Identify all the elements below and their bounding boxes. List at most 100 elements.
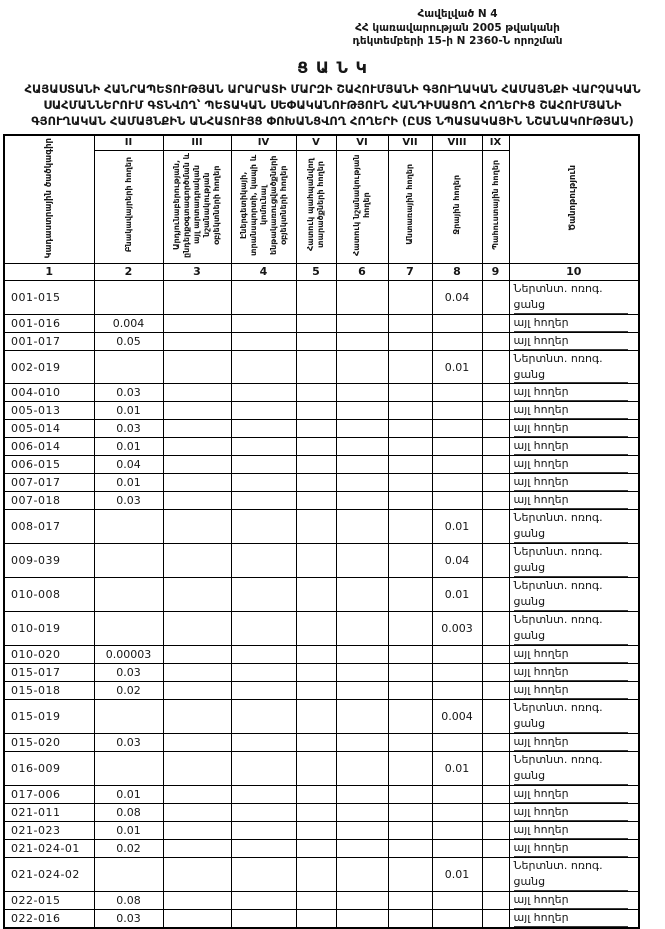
special-value-cell <box>335 509 389 545</box>
energy-value-cell <box>230 890 297 910</box>
water-value-cell <box>431 662 483 682</box>
reserve-value-cell <box>481 383 510 403</box>
table-row: 005-013 0.01 այլ հողեր <box>3 401 640 421</box>
column-number-9: 9 <box>481 262 510 281</box>
table-row: 021-024-02 0.01 Ներտնտ. ոռոգ. ցանց ֆ <box>3 856 640 892</box>
list-title: Ց Ա Ն Կ <box>297 57 368 77</box>
special-value-cell <box>335 662 389 682</box>
industry-value-cell <box>162 313 232 333</box>
settlement-value-cell: 0.02 <box>93 838 164 858</box>
settlement-value-cell <box>93 698 164 734</box>
table-row: 015-019 0.004 Ներտնտ. ոռոգ. ցանց ֆ <box>3 698 640 734</box>
note-cell: Ներտնտ. ոռոգ. ցանց ֆ <box>508 577 640 613</box>
column-number-10: 10 <box>508 262 640 281</box>
special-value-cell <box>335 750 389 786</box>
industry-value-cell <box>162 662 232 682</box>
settlement-value-cell: 0.08 <box>93 802 164 822</box>
column-header-industry: Արդյունաբերության, ընդերքօգտագործման և ա… <box>162 149 232 264</box>
forest-value-cell <box>387 331 433 351</box>
protected-value-cell <box>295 437 337 457</box>
column-header-cadastral-code: Կադաստրային ծածկագիր <box>3 134 95 264</box>
special-value-cell <box>335 437 389 457</box>
water-value-cell: 0.003 <box>431 611 483 646</box>
forest-value-cell <box>387 890 433 910</box>
note-cell: այլ հողեր <box>508 820 640 840</box>
cadastral-code-cell: 021-011 <box>3 802 95 822</box>
industry-value-cell <box>162 473 232 493</box>
note-cell: այլ հողեր <box>508 455 640 475</box>
table-row: 006-014 0.01 այլ հողեր <box>3 437 640 457</box>
settlement-value-cell: 0.02 <box>93 680 164 700</box>
note-text: Ներտնտ. ոռոգ. ցանց <box>513 752 628 785</box>
water-value-cell: 0.004 <box>431 698 483 734</box>
energy-value-cell <box>230 473 297 493</box>
note-cell: այլ հողեր <box>508 784 640 804</box>
settlement-value-cell: 0.03 <box>93 383 164 403</box>
special-value-cell <box>335 611 389 646</box>
special-value-cell <box>335 732 389 752</box>
note-cell: այլ հողեր <box>508 473 640 493</box>
forest-value-cell <box>387 491 433 511</box>
forest-value-cell <box>387 802 433 822</box>
industry-value-cell <box>162 856 232 892</box>
energy-value-cell <box>230 419 297 439</box>
column-number-4: 4 <box>230 262 297 281</box>
note-text: այլ հողեր <box>513 646 628 663</box>
special-value-cell <box>335 856 389 892</box>
industry-value-cell <box>162 491 232 511</box>
protected-value-cell <box>295 820 337 840</box>
water-value-cell <box>431 644 483 664</box>
table-row: 015-020 0.03 այլ հողեր <box>3 732 640 752</box>
forest-value-cell <box>387 611 433 646</box>
note-text: այլ հողեր <box>513 910 628 927</box>
table-row: 016-009 0.01 Ներտնտ. ոռոգ. ցանց ֆ <box>3 750 640 786</box>
water-value-cell <box>431 437 483 457</box>
note-text: այլ հողեր <box>513 682 628 699</box>
special-value-cell <box>335 473 389 493</box>
settlement-value-cell: 0.08 <box>93 890 164 910</box>
industry-value-cell <box>162 698 232 734</box>
water-value-cell: 0.04 <box>431 279 483 315</box>
annex-line-2: ՀՀ կառավարության 2005 թվականի <box>355 21 560 34</box>
table-row: 007-017 0.01 այլ հողեր <box>3 473 640 493</box>
special-value-cell <box>335 577 389 613</box>
forest-value-cell <box>387 401 433 421</box>
protected-value-cell <box>295 680 337 700</box>
protected-value-cell <box>295 838 337 858</box>
note-cell: այլ հողեր <box>508 890 640 910</box>
energy-value-cell <box>230 750 297 786</box>
settlement-value-cell <box>93 279 164 315</box>
water-value-cell <box>431 732 483 752</box>
settlement-value-cell: 0.04 <box>93 455 164 475</box>
special-value-cell <box>335 401 389 421</box>
protected-value-cell <box>295 331 337 351</box>
energy-value-cell <box>230 331 297 351</box>
settlement-value-cell: 0.03 <box>93 732 164 752</box>
reserve-value-cell <box>481 644 510 664</box>
protected-value-cell <box>295 784 337 804</box>
energy-value-cell <box>230 455 297 475</box>
cadastral-code-cell: 008-017 <box>3 509 95 545</box>
forest-value-cell <box>387 662 433 682</box>
table-row: 010-008 0.01 Ներտնտ. ոռոգ. ցանց ֆ <box>3 577 640 613</box>
note-cell: Ներտնտ. ոռոգ. ցանց ֆ <box>508 750 640 786</box>
protected-value-cell <box>295 491 337 511</box>
cadastral-code-cell: 001-015 <box>3 279 95 315</box>
water-value-cell <box>431 680 483 700</box>
cadastral-code-cell: 022-016 <box>3 908 95 929</box>
table-row: 005-014 0.03 այլ հողեր <box>3 419 640 439</box>
reserve-value-cell <box>481 577 510 613</box>
protected-value-cell <box>295 279 337 315</box>
settlement-value-cell: 0.01 <box>93 473 164 493</box>
energy-value-cell <box>230 611 297 646</box>
numeral-III: III <box>162 134 232 151</box>
numeral-V: V <box>295 134 337 151</box>
reserve-value-cell <box>481 455 510 475</box>
column-header-reserve: Պահուստային հողեր <box>481 149 510 264</box>
reserve-value-cell <box>481 473 510 493</box>
note-cell: այլ հողեր <box>508 401 640 421</box>
energy-value-cell <box>230 908 297 929</box>
table-row: 001-015 0.04 Ներտնտ. ոռոգ. ցանց ֆ <box>3 279 640 315</box>
protected-value-cell <box>295 577 337 613</box>
